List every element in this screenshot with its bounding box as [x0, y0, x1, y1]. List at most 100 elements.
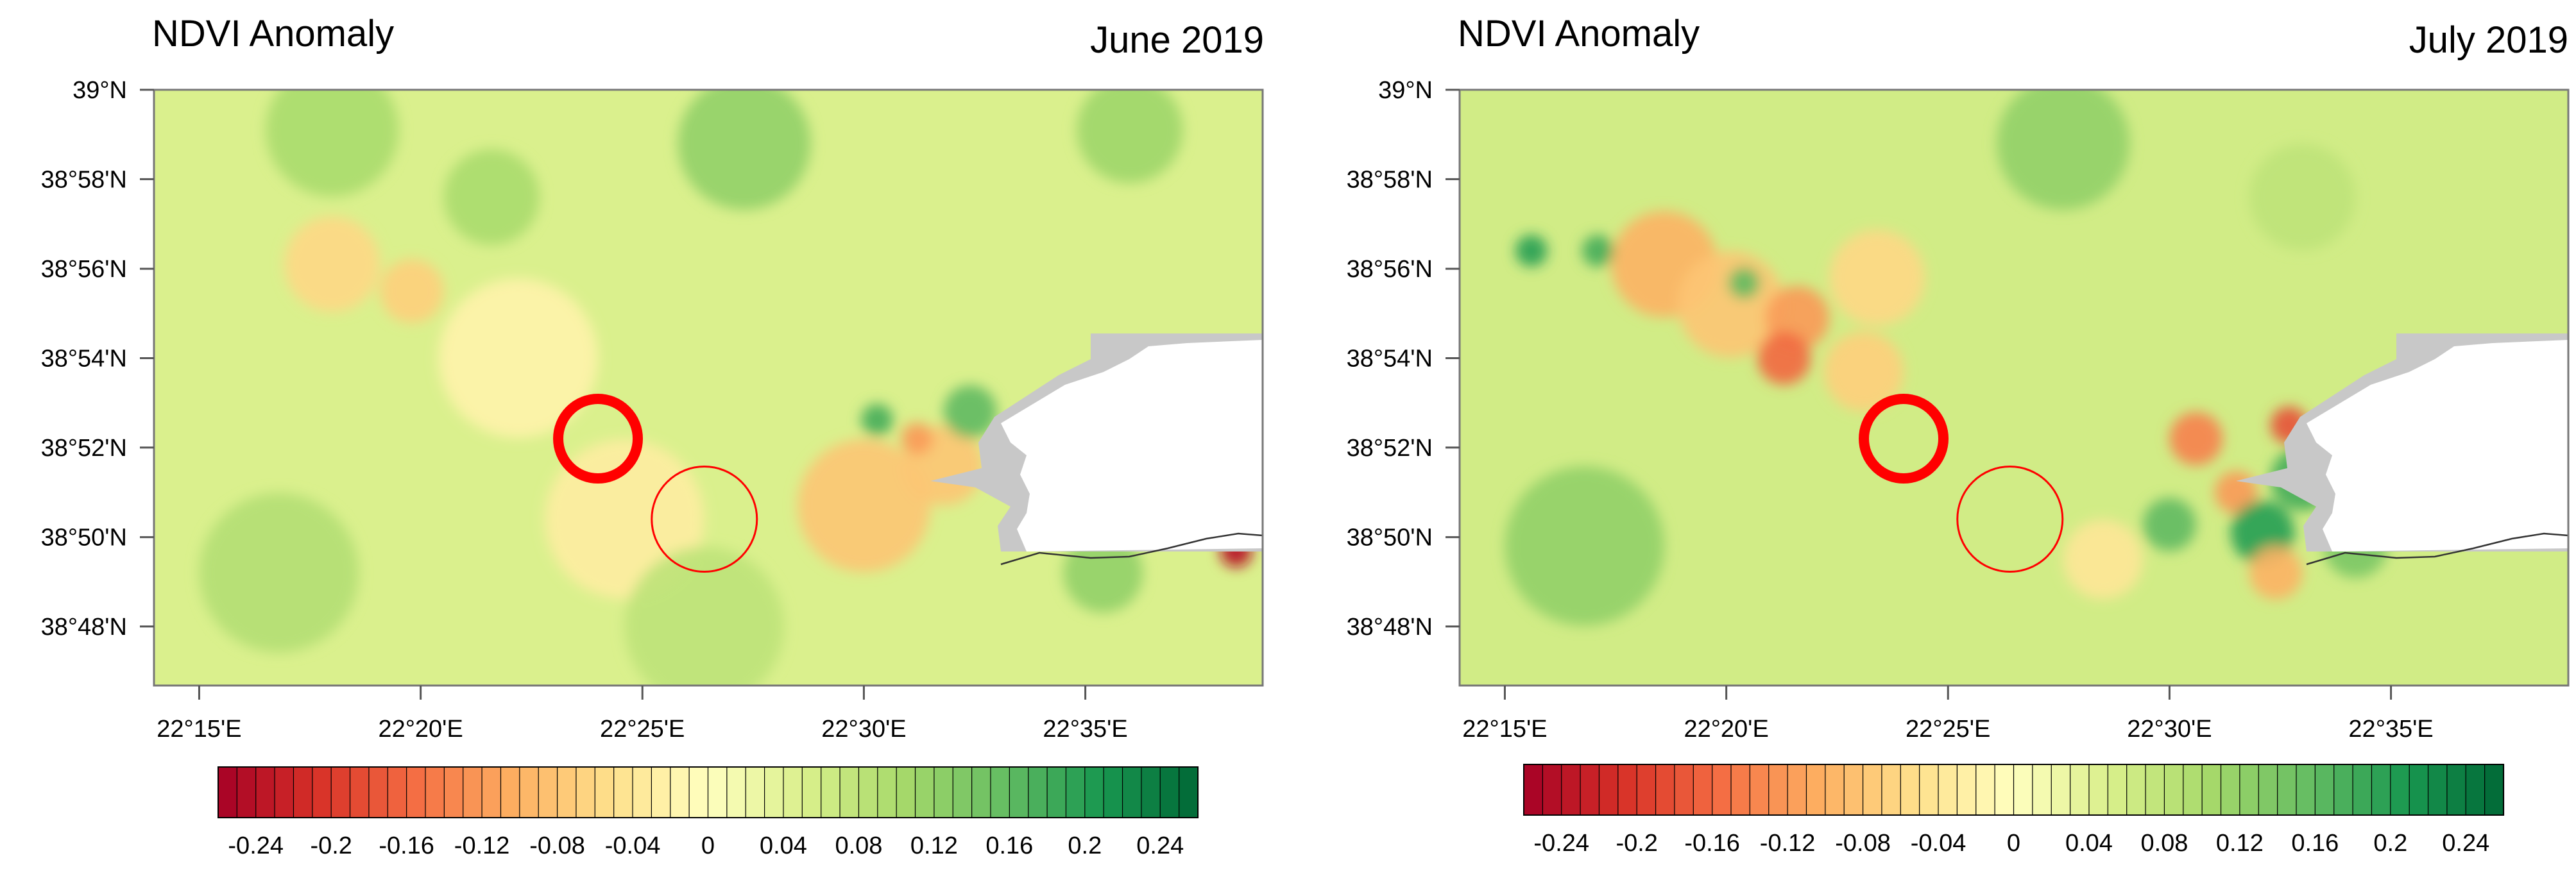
colorbar-swatch [707, 766, 728, 818]
colorbar-swatch [1580, 764, 1600, 816]
colorbar-tick-label: 0.2 [2373, 830, 2407, 857]
colorbar-swatch [556, 766, 577, 818]
colorbar-swatch [632, 766, 653, 818]
map-field [154, 90, 1263, 686]
colorbar-swatch [443, 766, 464, 818]
colorbar-swatch [2258, 764, 2278, 816]
x-tick-label: 22°35'E [2348, 716, 2433, 743]
colorbar-swatch [2314, 764, 2335, 816]
colorbar-swatch [1730, 764, 1751, 816]
x-tick-label: 22°30'E [821, 716, 906, 743]
colorbar-tick-label: -0.2 [310, 832, 352, 859]
colorbar-swatch [1141, 766, 1161, 818]
colorbar-swatch [538, 766, 558, 818]
anomaly-patch [266, 90, 399, 197]
colorbar-swatch [2145, 764, 2165, 816]
anomaly-patch [1997, 90, 2130, 210]
y-tick-label: 38°52'N [41, 435, 127, 462]
colorbar-tick-label: -0.12 [1760, 830, 1816, 857]
colorbar-swatch [896, 766, 916, 818]
colorbar-swatch [594, 766, 615, 818]
coast-mask [2236, 333, 2568, 566]
anomaly-patch [1063, 533, 1143, 613]
colorbar-swatch [1693, 764, 1713, 816]
colorbar-swatch [2069, 764, 2090, 816]
colorbar-swatch [500, 766, 520, 818]
colorbar-swatch [1881, 764, 1902, 816]
colorbar-tick-label: 0.04 [760, 832, 807, 859]
colorbar-swatch [2088, 764, 2109, 816]
anomaly-patch [1757, 332, 1811, 385]
colorbar-swatch [2371, 764, 2391, 816]
highlight-circle-bold [553, 394, 644, 484]
colorbar-swatch [2465, 764, 2486, 816]
colorbar-swatch [1843, 764, 1864, 816]
colorbar-tick-label: -0.2 [1616, 830, 1657, 857]
anomaly-patch [2169, 412, 2223, 466]
colorbar-swatch [2409, 764, 2429, 816]
colorbar-swatch [218, 766, 238, 818]
y-tick-label: 38°54'N [1347, 345, 1433, 372]
y-tick-label: 38°58'N [41, 166, 127, 193]
anomaly-patch [1505, 466, 1665, 626]
colorbar-swatch [2107, 764, 2128, 816]
coastline [1000, 532, 1263, 566]
colorbar-tick-label: -0.04 [1911, 830, 1966, 857]
y-tick-label: 38°48'N [1347, 614, 1433, 641]
colorbar-swatch [1103, 766, 1123, 818]
colorbar-swatch [1122, 766, 1143, 818]
anomaly-patch [901, 423, 934, 455]
colorbar-swatch [1674, 764, 1694, 816]
anomaly-patch [443, 149, 540, 245]
y-tick-label: 38°54'N [41, 345, 127, 372]
colorbar-swatch [576, 766, 596, 818]
colorbar-swatch [670, 766, 690, 818]
colorbar-swatch [519, 766, 540, 818]
colorbar-swatch [1900, 764, 1920, 816]
anomaly-patch [861, 403, 893, 436]
colorbar-swatch [2126, 764, 2147, 816]
coastline [2306, 532, 2568, 566]
map-frame [1458, 88, 2570, 687]
colorbar-swatch [2220, 764, 2240, 816]
anomaly-patch [1829, 230, 1925, 326]
colorbar-swatch [914, 766, 935, 818]
anomaly-patch [2063, 519, 2143, 600]
colorbar-swatch [1994, 764, 2015, 816]
x-tick-label: 22°20'E [378, 716, 463, 743]
colorbar-tick-label: 0.24 [1136, 832, 1184, 859]
colorbar-tick-label: 0.04 [2065, 830, 2113, 857]
colorbar-swatch [387, 766, 407, 818]
colorbar-tick-label: 0.24 [2442, 830, 2489, 857]
colorbar-swatch [2183, 764, 2203, 816]
colorbar-swatch [2163, 764, 2184, 816]
anomaly-patch [2142, 498, 2196, 552]
colorbar-swatch [877, 766, 898, 818]
x-tick-label: 22°35'E [1043, 716, 1127, 743]
colorbar-swatch [1159, 766, 1180, 818]
colorbar-tick-label: -0.08 [529, 832, 585, 859]
colorbar-swatch [745, 766, 765, 818]
anomaly-patch [1515, 235, 1548, 267]
anomaly-patch [1582, 235, 1614, 267]
panel-date: June 2019 [1090, 19, 1264, 61]
x-tick-label: 22°20'E [1684, 716, 1768, 743]
colorbar-swatch [406, 766, 427, 818]
colorbar-swatch [1749, 764, 1770, 816]
colorbar-frame [218, 766, 1198, 818]
colorbar-tick-label: -0.24 [228, 832, 284, 859]
colorbar-swatch [1523, 764, 1544, 816]
y-tick-label: 38°50'N [1347, 525, 1433, 552]
panel-date: July 2019 [2409, 19, 2568, 61]
colorbar-swatch [2484, 764, 2505, 816]
highlight-circle-thin [1956, 466, 2064, 573]
anomaly-blobs [199, 90, 1252, 686]
colorbar-july: -0.24 -0.2 -0.16 -0.12 -0.08 -0.04 0 0.04 0.08 0.… [1523, 764, 2505, 857]
colorbar-swatch [255, 766, 276, 818]
colorbar-swatch [1712, 764, 1732, 816]
colorbar-swatch [1617, 764, 1638, 816]
colorbar-swatch [293, 766, 313, 818]
colorbar-frame [1523, 764, 2504, 816]
colorbar-swatch [1805, 764, 1826, 816]
panel-title: NDVI Anomaly [1458, 13, 1700, 55]
